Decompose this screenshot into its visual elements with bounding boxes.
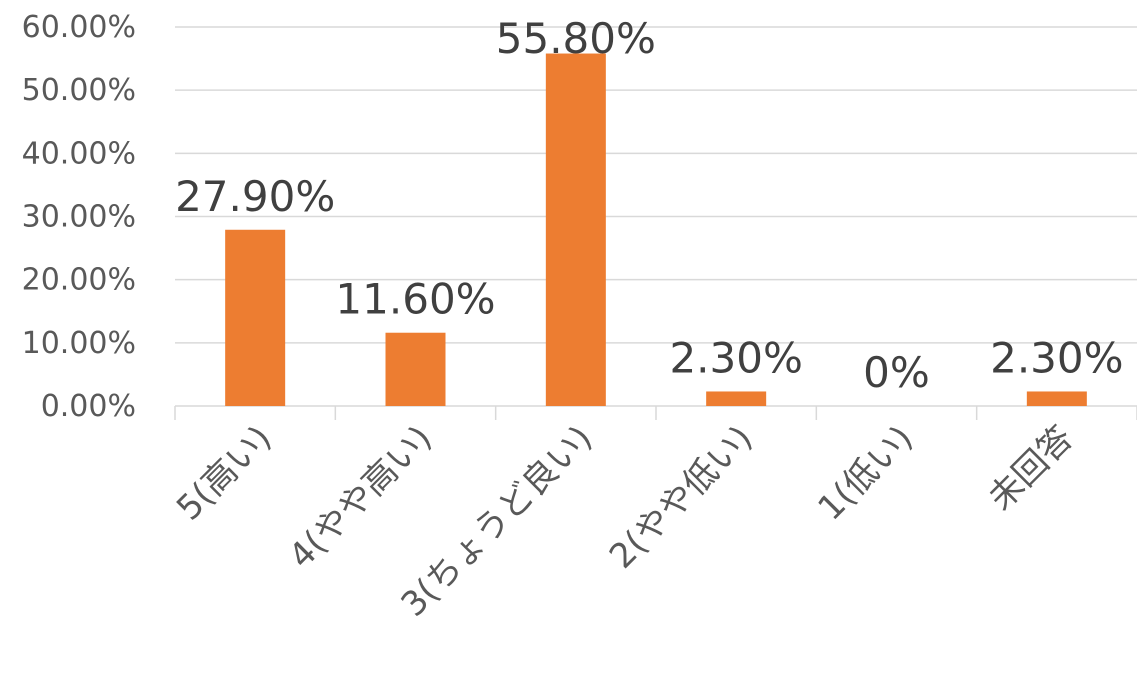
bar (225, 229, 286, 406)
data-label: 0% (863, 348, 930, 397)
y-axis-ticks: 0.00% 10.00% 20.00% 30.00% 40.00% 50.00% 60.00… (22, 10, 136, 424)
category-label: 1(低い) (810, 418, 920, 528)
bar (545, 53, 606, 406)
bars (225, 53, 1087, 406)
data-label: 2.30% (990, 333, 1123, 382)
category-labels: 5(高い) 4(やや高い)3(ちょうど良い) 2(やや低い) 1(低い) 未回答 (169, 418, 1081, 625)
bar (1026, 391, 1087, 406)
x-axis (174, 405, 1137, 420)
data-label: 27.90% (175, 172, 335, 221)
data-label: 2.30% (669, 333, 802, 382)
data-label: 11.60% (335, 275, 495, 324)
y-tick-label: 50.00% (22, 73, 136, 108)
category-label: 5(高い) (169, 418, 279, 528)
data-labels: 27.90% 11.60% 55.80% 2.30% 0% 2.30% (175, 14, 1123, 397)
y-tick-label: 60.00% (22, 10, 136, 45)
y-tick-label: 0.00% (41, 389, 136, 424)
y-tick-label: 40.00% (22, 136, 136, 171)
y-tick-label: 30.00% (22, 200, 136, 235)
data-label: 55.80% (496, 14, 656, 63)
category-label: 2(やや低い) (602, 418, 761, 577)
bar (706, 391, 767, 406)
category-label: 4(やや高い) (281, 418, 440, 577)
gridlines (175, 26, 1137, 344)
y-tick-label: 10.00% (22, 326, 136, 361)
category-label: 未回答 (981, 418, 1081, 518)
bar (385, 332, 446, 406)
y-tick-label: 20.00% (22, 263, 136, 298)
